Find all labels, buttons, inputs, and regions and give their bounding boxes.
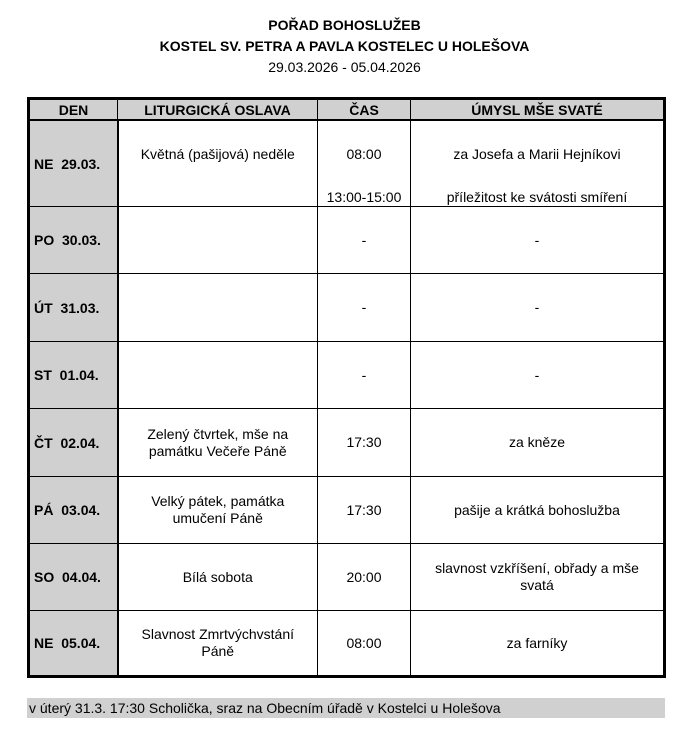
celebration-text: Bílá sobota [182,568,253,585]
church-name: KOSTEL SV. PETRA A PAVLA KOSTELEC U HOLE… [159,38,530,54]
celebration-cell: Bílá sobota [117,543,318,611]
schedule-table: DEN LITURGICKÁ OSLAVA ČAS ÚMYSL MŠE SVAT… [27,97,666,678]
time-cell: 17:30 [317,476,411,544]
intention-text: - [534,366,540,383]
table-row: NE 05.04. Slavnost Zmrtvýchvstání Páně 08:0… [28,610,665,677]
time-text: - [361,231,367,248]
celebration-text: Velký pátek, památka [151,493,285,509]
celebration-text: Květná (pašijová) neděle [140,146,295,162]
time-text: 08:00 [346,146,382,162]
celebration-cell: Slavnost Zmrtvýchvstání Páně [117,610,318,677]
time-cell: - [317,206,411,274]
intention-text: - [534,231,540,248]
table-row: ÚT 31.03. - - [28,273,665,342]
intention-cell: za farníky [410,610,665,677]
column-header-time: ČAS [317,98,411,121]
day-cell: NE 05.04. [28,610,119,677]
table-row: PÁ 03.04. Velký pátek, památka umučení Pán… [28,476,665,544]
table-row: SO 04.04. Bílá sobota 20:00 slavnost vzkříš… [28,543,665,611]
table-row: PO 30.03. - - [28,206,665,274]
intention-cell: - [410,273,665,342]
celebration-text: Zelený čtvrtek, mše na [147,425,289,442]
celebration-text: umučení Páně [172,510,263,526]
celebration-cell [117,341,318,409]
intention-text: pašije a krátká bohoslužba [454,501,620,518]
day-cell: PO 30.03. [28,206,119,274]
time-cell: 08:00 [317,610,411,677]
intention-cell: za kněze [410,408,665,477]
time-text: - [361,366,367,383]
time-text: 13:00-15:00 [326,189,402,205]
celebration-text: Slavnost Zmrtvýchvstání [141,626,295,642]
table-row: ČT 02.04. Zelený čtvrtek, mše na památku V… [28,408,665,477]
day-cell: ÚT 31.03. [28,273,119,342]
column-header-intention: ÚMYSL MŠE SVATÉ [410,98,665,121]
time-cell: 08:00 13:00-15:00 [317,119,411,207]
celebration-cell: Velký pátek, památka umučení Páně [117,476,318,544]
intention-text: za Josefa a Marii Hejníkovi [453,146,621,162]
day-cell: PÁ 03.04. [28,476,119,544]
time-text: 20:00 [346,568,382,585]
intention-text: za kněze [508,434,566,450]
document-title: POŘAD BOHOSLUŽEB [268,17,421,33]
table-row: ST 01.04. - - [28,341,665,409]
time-cell: 20:00 [317,543,411,611]
time-cell: - [317,341,411,409]
day-cell: NE 29.03. [28,119,119,207]
time-cell: 17:30 [317,408,411,477]
time-text: 17:30 [346,434,382,450]
day-cell: ČT 02.04. [28,408,119,477]
intention-cell: - [410,206,665,274]
intention-text: příležitost ke svátosti smíření [446,189,628,205]
column-header-day: DEN [28,98,118,121]
celebration-cell: Květná (pašijová) neděle [117,119,318,207]
intention-cell: slavnost vzkříšení, obřady a mše svatá [410,543,665,611]
celebration-text: Páně [201,643,235,659]
intention-cell: za Josefa a Marii Hejníkovi příležitost k… [410,119,665,207]
time-text: 17:30 [346,501,382,518]
day-cell: SO 04.04. [28,543,119,611]
time-cell: - [317,273,411,342]
intention-text: svatá [520,577,554,593]
column-header-celebration: LITURGICKÁ OSLAVA [117,98,318,121]
intention-cell: - [410,341,665,409]
intention-text: - [534,299,540,315]
time-text: - [361,299,367,315]
celebration-cell [117,273,318,342]
intention-text: za farníky [506,634,568,651]
celebration-cell [117,206,318,274]
date-range: 29.03.2026 - 05.04.2026 [268,59,421,75]
day-cell: ST 01.04. [28,341,119,409]
table-header-row: DEN LITURGICKÁ OSLAVA ČAS ÚMYSL MŠE SVAT… [28,98,665,121]
celebration-cell: Zelený čtvrtek, mše na památku Večeře Pán… [117,408,318,477]
footer-note: v úterý 31.3. 17:30 Scholička, sraz na O… [27,698,665,718]
table-row: NE 29.03. Květná (pašijová) neděle 08:00 13… [28,119,665,207]
celebration-text: památku Večeře Páně [148,442,287,459]
time-text: 08:00 [346,634,382,651]
intention-text: slavnost vzkříšení, obřady a mše [435,560,639,576]
intention-cell: pašije a krátká bohoslužba [410,476,665,544]
